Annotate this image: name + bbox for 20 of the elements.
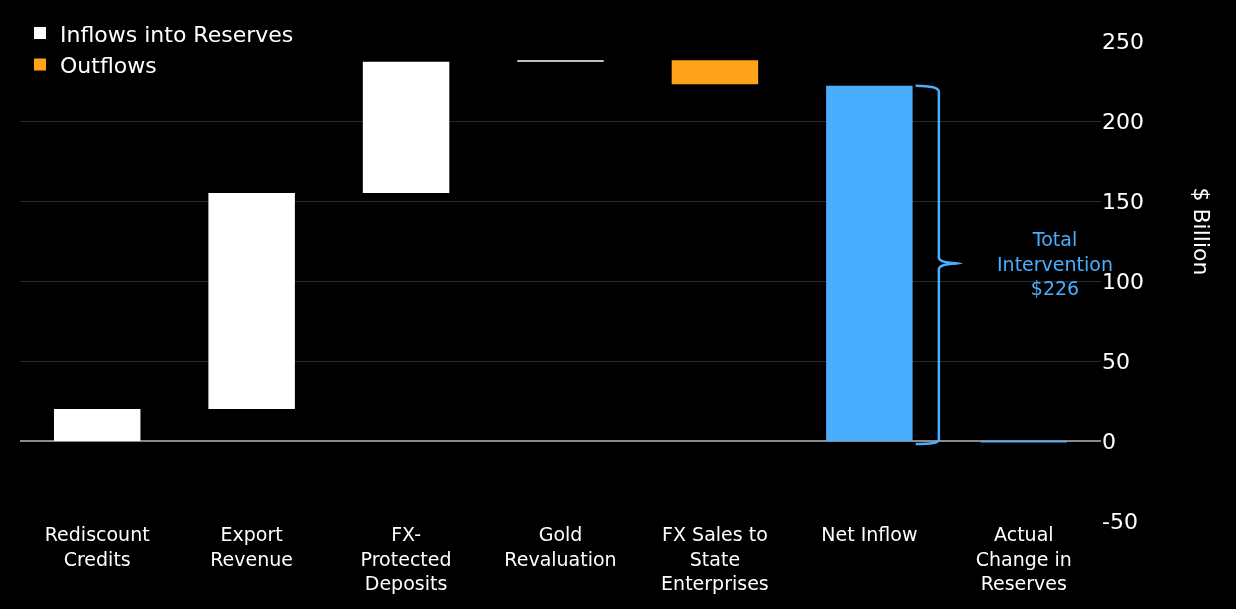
x-tick-label: Gold Revaluation — [504, 523, 617, 570]
y-tick-label: 200 — [1102, 108, 1144, 134]
x-tick-label: Rediscount Credits — [44, 523, 150, 570]
legend-label: Inflows into Reserves — [60, 21, 294, 47]
x-tick-label: Export Revenue — [210, 523, 294, 570]
x-tick-label: FX-Protected Deposits — [360, 523, 452, 595]
x-tick-label: Actual Change in Reserves — [975, 523, 1072, 595]
bar — [671, 60, 759, 85]
y-axis-title: $ Billion — [1188, 187, 1214, 276]
bar — [53, 409, 141, 441]
x-tick-label: Net Inflow — [821, 523, 918, 545]
y-tick-label: 250 — [1102, 28, 1144, 54]
y-tick-label: 150 — [1102, 188, 1144, 214]
x-tick-label: FX Sales to State Enterprises — [661, 523, 769, 595]
y-tick-label: 50 — [1102, 348, 1130, 374]
bar — [208, 193, 295, 409]
legend-label: Outflows — [60, 53, 157, 79]
y-tick-label: 0 — [1102, 428, 1116, 454]
bar — [362, 61, 450, 193]
y-tick-label: -50 — [1102, 508, 1138, 534]
